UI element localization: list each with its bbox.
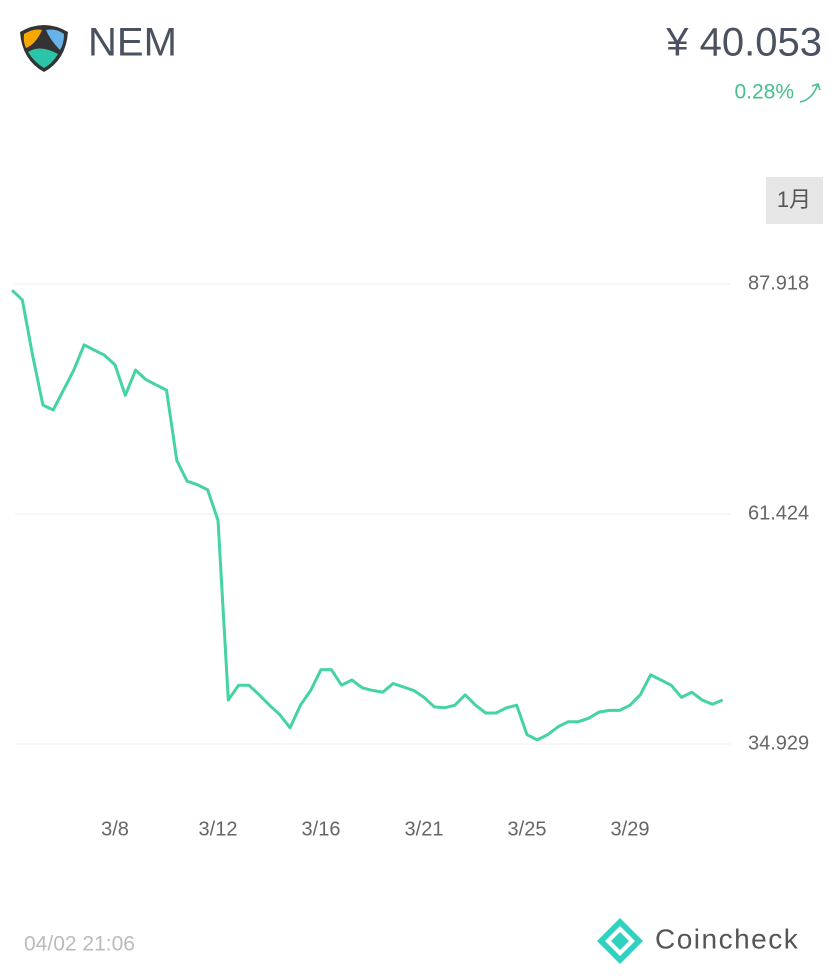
period-button[interactable] bbox=[766, 177, 823, 224]
price-line bbox=[10, 289, 724, 742]
y-tick-label: 34.929 bbox=[748, 732, 809, 754]
y-tick-label: 87.918 bbox=[748, 272, 809, 294]
change: 0.28% bbox=[734, 81, 794, 104]
y-tick-label: 61.424 bbox=[748, 502, 809, 524]
x-tick-label: 3/29 bbox=[611, 818, 650, 840]
x-tick-label: 3/12 bbox=[199, 818, 238, 840]
up-arrow bbox=[799, 82, 821, 103]
brand: Coincheck bbox=[655, 923, 799, 954]
x-tick-label: 3/8 bbox=[101, 818, 129, 840]
coincheck-logo bbox=[597, 918, 643, 964]
x-tick-label: 3/16 bbox=[302, 818, 341, 840]
nem-logo bbox=[20, 25, 68, 72]
period-label: 1月 bbox=[777, 187, 811, 212]
price: ¥ 40.053 bbox=[665, 21, 822, 65]
coin-name: NEM bbox=[88, 21, 177, 65]
timestamp: 04/02 21:06 bbox=[24, 933, 135, 956]
x-tick-label: 3/21 bbox=[405, 818, 444, 840]
x-tick-label: 3/25 bbox=[508, 818, 547, 840]
